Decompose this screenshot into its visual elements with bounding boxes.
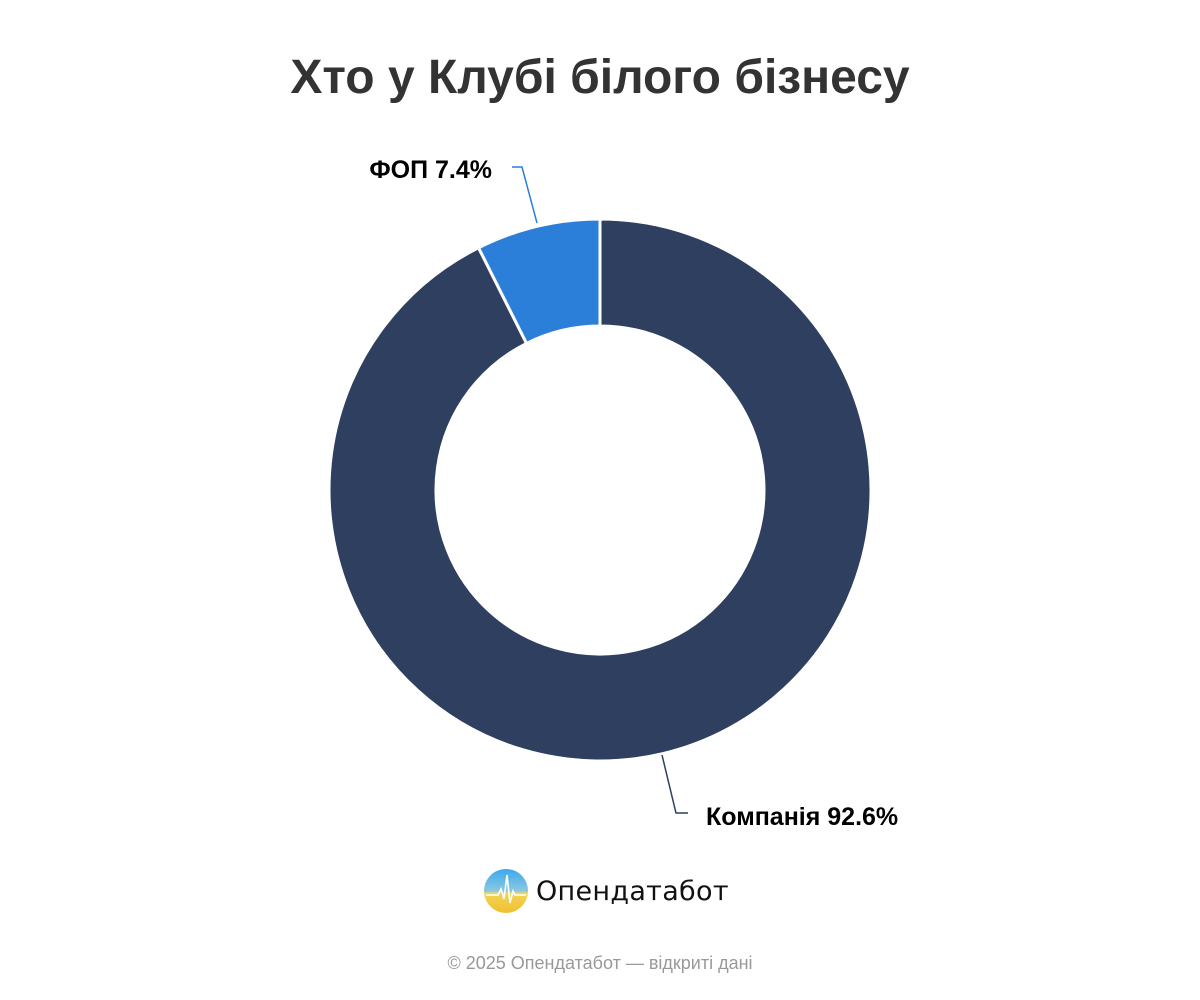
slice-label-fop: ФОП 7.4% [369,156,492,184]
leader-line-company [661,754,688,814]
logo-text: Опендатабот [536,875,729,907]
opendatabot-logo-icon [484,869,528,913]
leader-line-fop [512,166,538,224]
slice-label-company: Компанія 92.6% [706,803,898,831]
logo: Опендатабот [484,869,729,913]
donut-slice-company [327,217,873,763]
footer-copyright: © 2025 Опендатабот — відкриті дані [447,953,753,973]
chart-title: Хто у Клубі білого бізнесу [290,51,910,104]
